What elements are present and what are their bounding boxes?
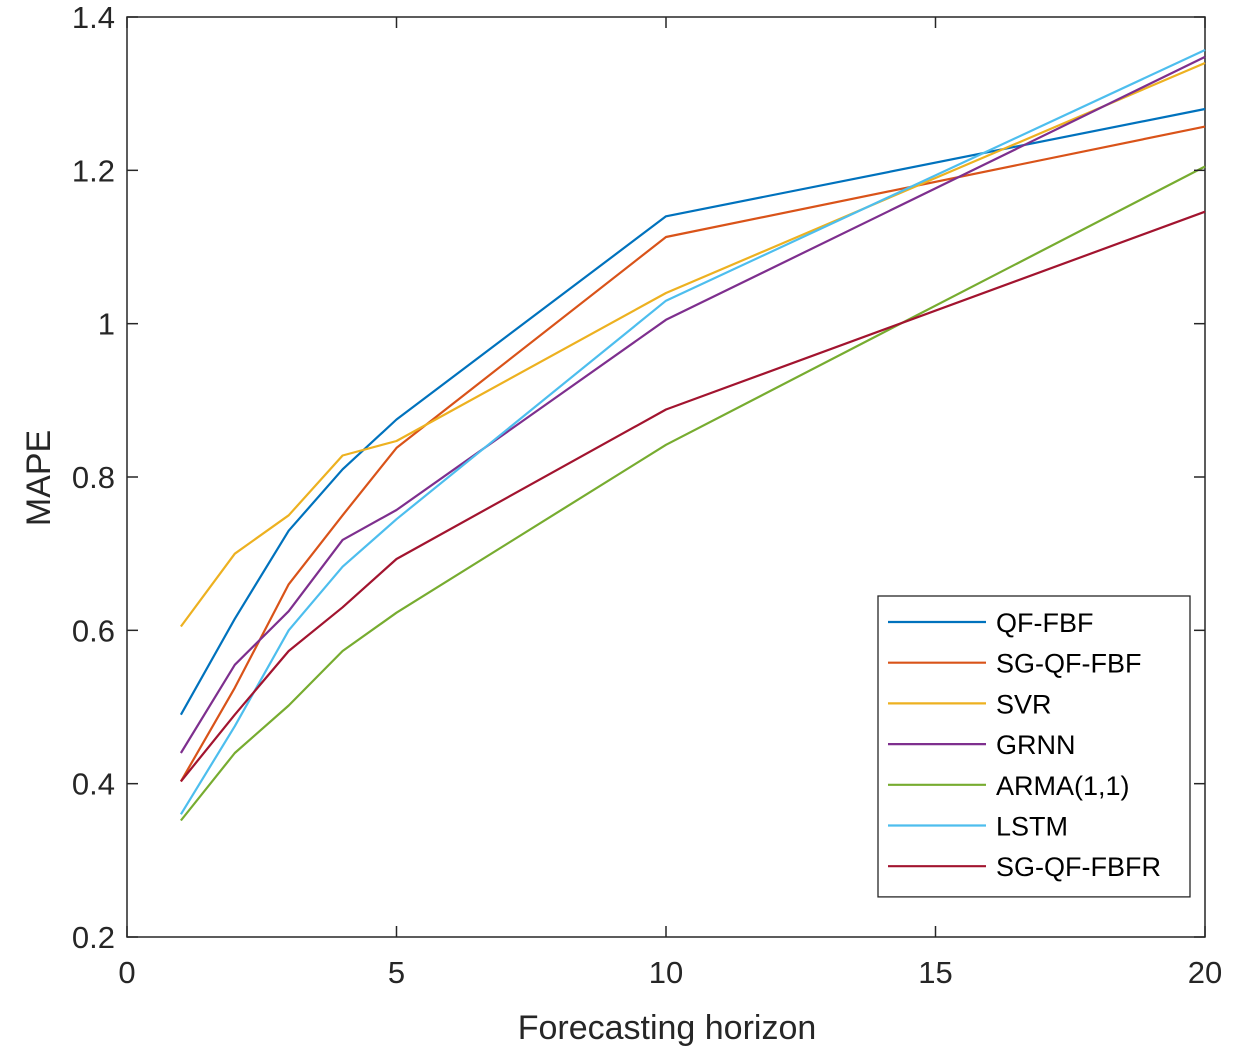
series-line-lstm xyxy=(179,49,1206,815)
y-tick-label: 0.8 xyxy=(72,460,115,495)
x-tick-label: 20 xyxy=(1188,955,1222,990)
series-line-sg-qf-fbf xyxy=(179,125,1206,782)
y-tick-label: 1.4 xyxy=(72,0,115,35)
series-line-qf-fbf xyxy=(179,107,1206,716)
legend-label-svr: SVR xyxy=(996,689,1052,719)
series-line-arma-1-1 xyxy=(180,165,1206,822)
series-line-grnn xyxy=(179,55,1206,754)
series-line-svr xyxy=(180,61,1206,628)
y-axis-title: MAPE xyxy=(20,430,58,526)
legend-label-lstm: LSTM xyxy=(996,812,1068,842)
y-tick-label: 0.6 xyxy=(72,613,115,648)
legend-box xyxy=(877,595,1191,898)
x-tick-label: 10 xyxy=(649,955,683,990)
legend-label-sg-qf-fbfr: SG-QF-FBFR xyxy=(996,852,1161,882)
legend-label-qf-fbf: QF-FBF xyxy=(996,608,1093,638)
legend-label-arma-1-1: ARMA(1,1) xyxy=(996,771,1130,801)
legend: QF-FBF SG-QF-FBF SVR GRNN ARMA(1,1) LSTM SG-QF… xyxy=(877,595,1191,898)
y-tick-label: 0.4 xyxy=(72,767,115,802)
legend-label-sg-qf-fbf: SG-QF-FBF xyxy=(996,649,1141,679)
x-tick-label: 15 xyxy=(918,955,952,990)
y-tick-label: 1.2 xyxy=(72,153,115,188)
series-line-sg-qf-fbfr xyxy=(180,210,1206,783)
x-tick-label: 5 xyxy=(388,955,405,990)
y-tick-label: 1 xyxy=(98,307,115,342)
series-layer xyxy=(179,49,1206,822)
ticks-layer: 0 5 10 15 20 0.2 0.4 0.6 0.8 1 1.2 1.4 xyxy=(72,0,1222,990)
x-axis-title: Forecasting horizon xyxy=(518,1009,817,1047)
y-tick-label: 0.2 xyxy=(72,920,115,955)
legend-label-grnn: GRNN xyxy=(996,730,1076,760)
x-tick-label: 0 xyxy=(118,955,135,990)
